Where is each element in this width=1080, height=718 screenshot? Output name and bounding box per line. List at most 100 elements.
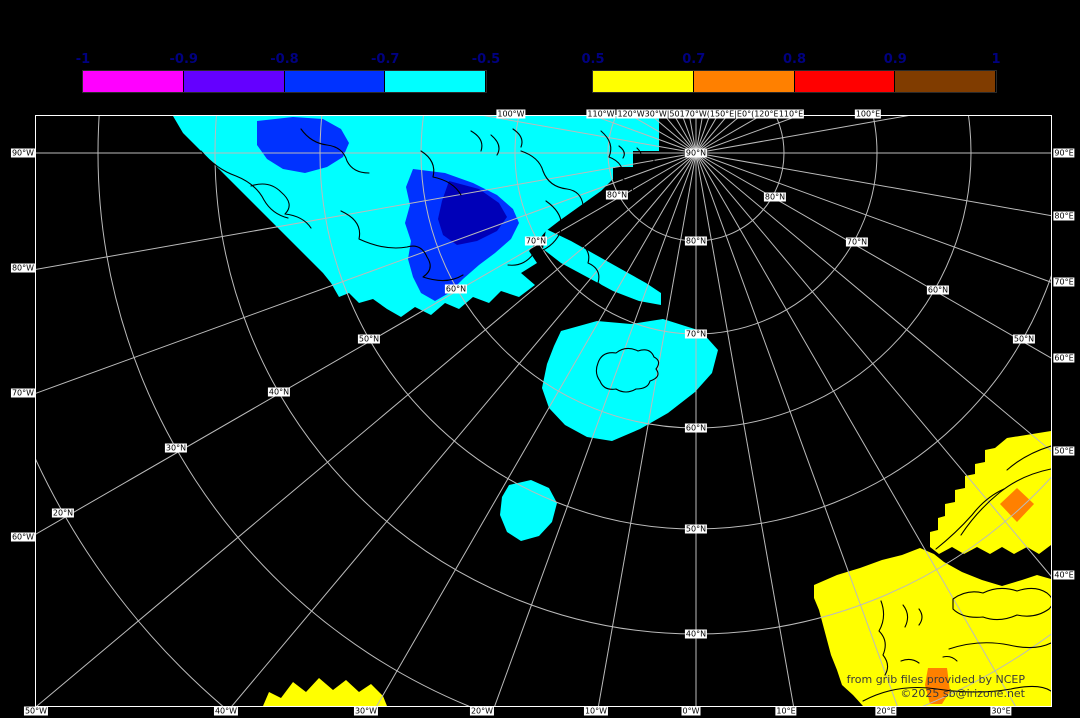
graticule-label: 50°E bbox=[1053, 446, 1075, 456]
coastline bbox=[952, 587, 1051, 621]
colorbar-positive: 0.5 0.7 0.8 0.9 1 bbox=[581, 52, 1001, 93]
meridian-line bbox=[231, 152, 697, 706]
meridian-line bbox=[494, 152, 697, 706]
iceland-negative-anomaly bbox=[542, 319, 718, 441]
graticule-label: 100°E bbox=[854, 109, 882, 119]
coastline bbox=[200, 150, 289, 219]
colorbar-positive-tick: 0.5 bbox=[581, 52, 605, 67]
meridian-line bbox=[695, 152, 1016, 706]
colorbar-negative: -1 -0.9 -0.8 -0.7 -0.5 bbox=[76, 52, 500, 93]
graticule-label: 30°E bbox=[990, 706, 1012, 716]
coastline bbox=[300, 128, 370, 174]
colorbar-positive-segment bbox=[593, 71, 694, 92]
graticule-label: 50°N bbox=[357, 334, 381, 344]
graticule-label: 30°N bbox=[164, 443, 188, 453]
meridian-line bbox=[695, 152, 795, 706]
meridian-line bbox=[36, 152, 697, 535]
graticule-label: 70°N bbox=[684, 329, 708, 339]
coastline bbox=[507, 200, 562, 266]
colorbar-negative-segment bbox=[183, 71, 285, 92]
graticule-label: 90°N bbox=[684, 148, 708, 158]
graticule-label: 70°E bbox=[1053, 277, 1075, 287]
colorbar-negative-tick: -0.9 bbox=[169, 52, 198, 67]
graticule-label: 80°W bbox=[10, 263, 36, 273]
polar-projection-map: 100°W 110°W 120°W30°W|50170°W(150°E|E0°(12… bbox=[10, 109, 1075, 716]
coastline bbox=[575, 240, 607, 304]
graticule-label: 60°N bbox=[444, 284, 468, 294]
credits-source: from grib files provided by NCEP bbox=[846, 673, 1025, 686]
negative-anomaly-dark-core bbox=[438, 181, 507, 245]
meridian-line bbox=[695, 152, 1051, 217]
negative-anomaly-blue-patch-west bbox=[257, 117, 349, 173]
anomaly-regions bbox=[173, 116, 1051, 706]
colorbar-negative-segment bbox=[385, 71, 486, 92]
colorbar-positive-segment bbox=[895, 71, 996, 92]
graticule-label: 40°N bbox=[684, 629, 708, 639]
graticule-label: 80°N bbox=[763, 192, 787, 202]
coastline bbox=[600, 130, 634, 200]
graticule-labels-layer: 100°W 110°W 120°W30°W|50170°W(150°E|E0°(12… bbox=[10, 109, 1075, 716]
colorbar-negative-tick: -0.7 bbox=[371, 52, 400, 67]
coastline bbox=[900, 655, 958, 664]
graticule-label: 40°E bbox=[1053, 570, 1075, 580]
graticule-label: 20°W bbox=[469, 706, 495, 716]
colorbar-positive-tick: 0.7 bbox=[682, 52, 706, 67]
colorbar-negative-tick: -0.8 bbox=[270, 52, 299, 67]
meridian-line bbox=[695, 152, 1051, 577]
graticule-label: 100°W bbox=[496, 109, 526, 119]
graticule-label: 70°N bbox=[524, 236, 548, 246]
graticule-label: 40°W bbox=[213, 706, 239, 716]
graticule-label: 90°E bbox=[1053, 148, 1075, 158]
atlantic-positive-anomaly-blob bbox=[263, 678, 387, 706]
meridian-line bbox=[695, 152, 1051, 283]
graticule-label: 80°N bbox=[605, 190, 629, 200]
graticule-label: 10°E bbox=[775, 706, 797, 716]
graticule-label: 90°W bbox=[10, 148, 36, 158]
graticule-label: 40°N bbox=[267, 387, 291, 397]
graticule-label: 50°W bbox=[23, 706, 49, 716]
colorbar-positive-segment bbox=[794, 71, 896, 92]
coastlines bbox=[200, 128, 1051, 702]
coastline bbox=[618, 145, 655, 167]
graticule-label: 110°W bbox=[586, 109, 616, 119]
coastline bbox=[340, 210, 464, 282]
graticule-label: 10°W bbox=[583, 706, 609, 716]
credits: from grib files provided by NCEP ©2025 s… bbox=[847, 673, 1025, 701]
positive-anomaly-orange-patch-north bbox=[1000, 488, 1034, 522]
graticule-label: 60°W bbox=[10, 532, 36, 542]
meridian-line bbox=[695, 152, 1051, 452]
meridian-line bbox=[36, 152, 697, 706]
graticule-label: 80°E bbox=[1053, 211, 1075, 221]
colorbar-positive-tick: 1 bbox=[991, 52, 1001, 67]
credits-copyright: ©2025 sb@irizone.net bbox=[900, 687, 1025, 700]
graticule-label: 50°N bbox=[1012, 334, 1036, 344]
colorbar-negative-segment bbox=[83, 71, 184, 92]
colorbar-positive-segment bbox=[693, 71, 795, 92]
meridian-line bbox=[695, 152, 898, 706]
colorbar-negative-tick: -0.5 bbox=[471, 52, 501, 67]
meridian-line bbox=[695, 152, 1051, 359]
graticule-label: 0°W bbox=[681, 706, 701, 716]
coastline bbox=[862, 685, 1051, 702]
graticule-label: 50°N bbox=[684, 524, 708, 534]
coastline bbox=[470, 128, 523, 156]
map-canvas bbox=[36, 116, 1051, 706]
meridian-line bbox=[376, 152, 697, 706]
coastline bbox=[420, 150, 462, 196]
positive-anomaly-orange-patch-south bbox=[925, 668, 950, 704]
coastline bbox=[935, 488, 1005, 550]
graticule-label: 60°E bbox=[1053, 353, 1075, 363]
graticule-label: 120°W30°W|50170°W(150°E|E0°(120°E bbox=[616, 109, 780, 119]
colorbar-negative-tick: -1 bbox=[75, 52, 91, 67]
coastline bbox=[595, 347, 660, 393]
atlantic-small-negative-anomaly bbox=[500, 480, 557, 541]
graticule-label: 20°N bbox=[51, 508, 75, 518]
graticule-label: 30°W bbox=[353, 706, 379, 716]
meridian-line bbox=[36, 152, 697, 394]
graticule-label: 60°N bbox=[926, 285, 950, 295]
colorbar-positive-tick: 0.8 bbox=[782, 52, 807, 67]
meridian-line bbox=[695, 116, 909, 154]
coastline bbox=[250, 183, 312, 229]
graticule-label: 60°N bbox=[684, 423, 708, 433]
graticule-label: 110°E bbox=[777, 109, 805, 119]
